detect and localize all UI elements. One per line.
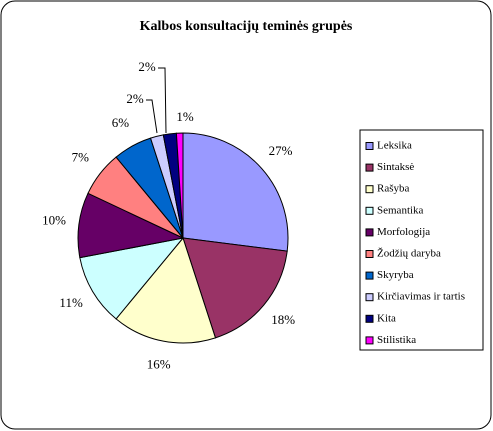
data-label: 27% (269, 143, 293, 158)
data-label: 6% (112, 115, 130, 130)
pie-slice (79, 237, 185, 320)
leader-line (158, 67, 167, 134)
legend-label: Stilistika (377, 334, 416, 346)
legend-label: Leksika (377, 140, 412, 152)
legend-label: Skyryba (377, 269, 414, 281)
data-label: 1% (176, 109, 194, 124)
legend-box (359, 129, 484, 351)
legend-swatch (365, 250, 374, 258)
legend-swatch (365, 314, 374, 323)
leader-line (146, 99, 158, 134)
legend-swatch (365, 142, 374, 150)
legend-label: Sintaksė (377, 161, 414, 173)
data-label: 7% (72, 149, 90, 164)
legend-swatch (365, 206, 374, 215)
pie-slice (182, 132, 289, 252)
legend-swatch (365, 336, 374, 345)
data-label: 18% (271, 312, 295, 327)
legend-label: Morfologija (377, 226, 430, 238)
legend-swatch (365, 271, 374, 280)
legend-swatch (365, 228, 374, 237)
legend-swatch (365, 163, 374, 172)
legend-label: Kirčiavimas ir tartis (377, 291, 465, 303)
legend-swatch (365, 293, 374, 302)
pie-slice (182, 237, 288, 339)
legend-label: Rašyba (377, 183, 410, 195)
chart-title: Kalbos konsultacijų teminės grupės (140, 19, 353, 34)
legend-label: Kita (377, 312, 396, 324)
data-label: 2% (126, 91, 144, 106)
data-label: 11% (59, 295, 83, 310)
pie-slice (115, 236, 217, 344)
data-label: 2% (138, 59, 156, 74)
pie-slice (175, 132, 184, 239)
legend-swatch (365, 185, 374, 194)
legend-label: Semantika (377, 204, 424, 216)
data-label: 10% (42, 213, 66, 228)
data-label: 16% (147, 357, 171, 372)
legend-label: Žodžių daryba (377, 248, 441, 260)
